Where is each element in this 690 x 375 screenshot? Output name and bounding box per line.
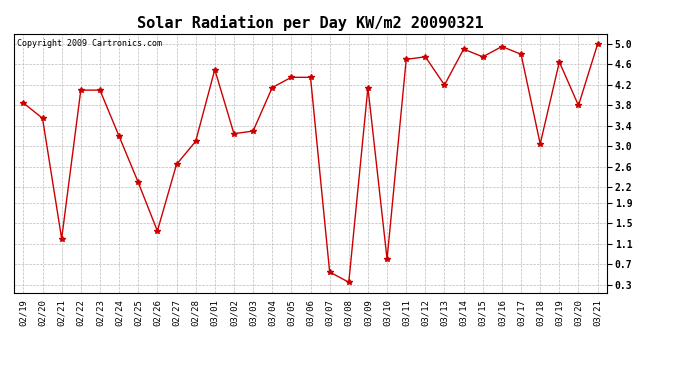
Title: Solar Radiation per Day KW/m2 20090321: Solar Radiation per Day KW/m2 20090321 xyxy=(137,15,484,31)
Text: Copyright 2009 Cartronics.com: Copyright 2009 Cartronics.com xyxy=(17,39,161,48)
